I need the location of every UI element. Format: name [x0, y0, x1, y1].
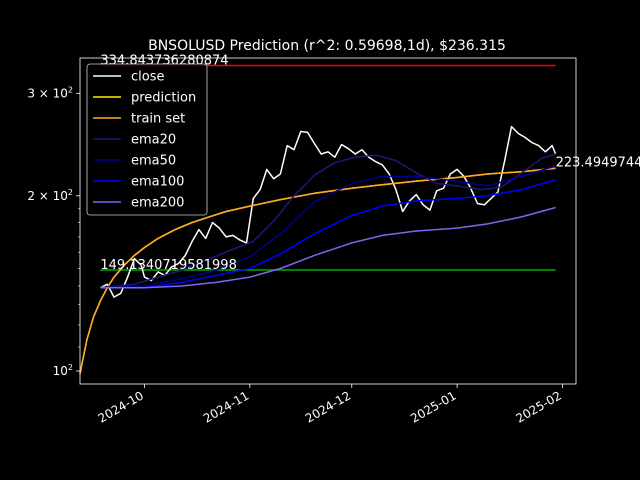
legend: close prediction train set ema20 ema50 ema100…: [86, 63, 208, 216]
annotation-label-1: 149.1340719581998: [100, 258, 236, 273]
series-line-ema20: [100, 153, 556, 289]
chart-title: BNSOLUSD Prediction (r^2: 0.59698,1d), $…: [148, 38, 506, 54]
series-line-close: [100, 125, 557, 298]
series-line-ema200: [100, 206, 556, 289]
legend-label-ema200: ema200: [131, 196, 184, 211]
y-tick-label: 102: [53, 363, 73, 378]
legend-label-close: close: [131, 70, 164, 85]
y-axis: 102 2 × 102 3 × 102: [27, 85, 80, 378]
legend-label-ema20: ema20: [131, 133, 176, 148]
y-tick-label: 3 × 102: [27, 85, 73, 100]
legend-label-ema50: ema50: [131, 154, 176, 169]
series-line-train-set: [79, 167, 556, 374]
legend-box: [86, 63, 208, 216]
series-line-ema100: [100, 179, 556, 289]
legend-label-prediction: prediction: [131, 91, 196, 106]
annotation-label-2: 223.4949744: [556, 156, 640, 171]
y-tick-label: 2 × 102: [27, 188, 73, 203]
legend-label-train-set: train set: [131, 112, 185, 127]
series-line-ema50: [100, 165, 556, 289]
axes-frame: [79, 57, 577, 385]
plot-area: [79, 64, 557, 374]
legend-label-ema100: ema100: [131, 175, 184, 190]
